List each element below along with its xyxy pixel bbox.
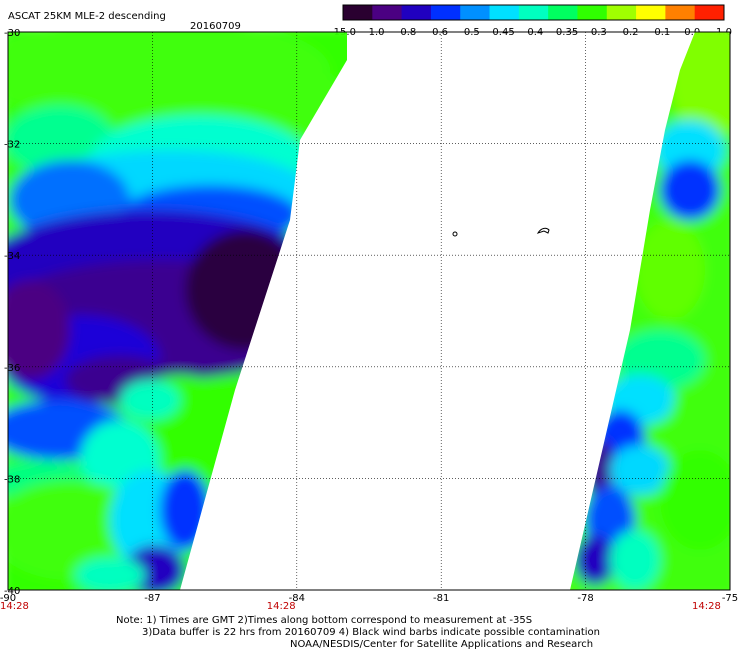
latitude-label: -32	[4, 140, 20, 151]
colorbar-swatch	[372, 5, 403, 20]
colorbar-swatch	[518, 5, 549, 20]
note-line-3: NOAA/NESDIS/Center for Satellite Applica…	[290, 639, 594, 650]
latitude-label: -36	[4, 363, 20, 374]
latitude-label: -34	[4, 251, 20, 262]
map-frame	[7, 31, 731, 591]
longitude-label: -90	[0, 593, 16, 604]
product-date: 20160709	[190, 21, 241, 32]
island-outline	[452, 231, 458, 237]
graticule	[8, 32, 730, 590]
colorbar-swatch	[577, 5, 608, 20]
colorbar-swatch	[548, 5, 578, 20]
west-swath	[8, 32, 347, 590]
pass-time-label: 14:28	[692, 601, 721, 612]
longitude-label: -81	[433, 593, 449, 604]
longitude-labels: -90 -87 -84 -81 -78 -75	[0, 593, 738, 604]
colorbar-swatch	[636, 5, 666, 20]
colorbar-swatch	[430, 5, 461, 20]
colorbar-swatch	[343, 5, 373, 20]
pass-time-label: 14:28	[0, 601, 29, 612]
latitude-label: -30	[4, 28, 20, 39]
latitude-labels: -30 -32 -34 -36 -38 -40	[4, 28, 20, 597]
note-line-1: Note: 1) Times are GMT 2)Times along bot…	[116, 615, 533, 626]
colorbar-swatch	[606, 5, 637, 20]
time-labels: 14:28 14:28 14:28	[0, 601, 721, 612]
colorbar-frame	[342, 4, 725, 21]
product-title: ASCAT 25KM MLE-2 descending	[8, 11, 166, 22]
longitude-label: -75	[722, 593, 738, 604]
colorbar-swatch	[489, 5, 520, 20]
island-outline	[536, 227, 550, 234]
latitude-label: -38	[4, 474, 20, 485]
pass-time-label: 14:28	[267, 601, 296, 612]
colorbar-swatch	[460, 5, 491, 20]
colorbar-swatch	[665, 5, 696, 20]
east-swath	[570, 32, 730, 590]
note-line-2: 3)Data buffer is 22 hrs from 20160709 4)…	[142, 627, 600, 638]
longitude-label: -84	[289, 593, 305, 604]
colorbar-swatch	[401, 5, 432, 20]
latitude-label: -40	[4, 586, 20, 597]
colorbar-swatch	[694, 5, 725, 20]
longitude-label: -87	[144, 593, 160, 604]
longitude-label: -78	[577, 593, 593, 604]
colorbar: -15.0-1.0-0.8-0.6-0.5-0.45-0.4-0.35-0.3-…	[330, 4, 732, 38]
